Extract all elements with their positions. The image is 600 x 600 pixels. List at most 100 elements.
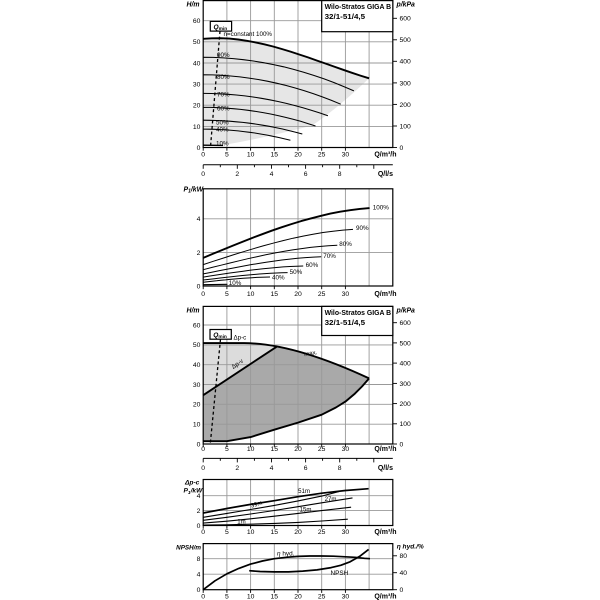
svg-text:30: 30 bbox=[342, 594, 350, 600]
svg-text:32/1-51/4,5: 32/1-51/4,5 bbox=[325, 318, 366, 327]
svg-text:Δp-c: Δp-c bbox=[184, 480, 200, 487]
svg-text:Δp-c: Δp-c bbox=[234, 335, 247, 342]
svg-text:0: 0 bbox=[400, 587, 404, 594]
svg-text:Wilo-Stratos GIGA B: Wilo-Stratos GIGA B bbox=[325, 2, 392, 11]
svg-text:p/kPa: p/kPa bbox=[396, 2, 416, 9]
svg-text:8: 8 bbox=[338, 465, 342, 472]
svg-text:0: 0 bbox=[197, 523, 201, 530]
svg-text:60%: 60% bbox=[306, 262, 319, 269]
svg-text:Q/l/s: Q/l/s bbox=[378, 171, 393, 178]
svg-text:40: 40 bbox=[193, 362, 201, 369]
svg-text:5: 5 bbox=[225, 291, 229, 298]
svg-text:500: 500 bbox=[400, 340, 412, 347]
svg-text:Q/m³/h: Q/m³/h bbox=[374, 152, 396, 159]
svg-text:32/1-51/4,5: 32/1-51/4,5 bbox=[325, 12, 366, 21]
svg-text:Wilo-Stratos GIGA B: Wilo-Stratos GIGA B bbox=[325, 308, 392, 317]
svg-text:10: 10 bbox=[193, 124, 201, 131]
svg-text:25: 25 bbox=[318, 594, 326, 600]
svg-text:90%: 90% bbox=[356, 225, 369, 232]
svg-text:5: 5 bbox=[225, 594, 229, 600]
svg-text:80: 80 bbox=[400, 553, 408, 560]
svg-text:10%: 10% bbox=[229, 280, 242, 287]
svg-text:2: 2 bbox=[197, 250, 201, 257]
svg-text:6: 6 bbox=[304, 465, 308, 472]
svg-text:51m: 51m bbox=[298, 488, 310, 495]
svg-text:10: 10 bbox=[247, 291, 255, 298]
svg-text:40: 40 bbox=[400, 570, 408, 577]
svg-text:η hyd.: η hyd. bbox=[277, 550, 295, 557]
svg-text:25: 25 bbox=[318, 446, 326, 453]
svg-text:15: 15 bbox=[271, 594, 279, 600]
svg-text:4: 4 bbox=[270, 171, 274, 178]
svg-text:20: 20 bbox=[294, 152, 302, 159]
svg-text:15: 15 bbox=[271, 529, 279, 536]
svg-text:6: 6 bbox=[304, 171, 308, 178]
svg-text:10: 10 bbox=[247, 594, 255, 600]
svg-text:40%: 40% bbox=[216, 127, 229, 134]
svg-text:80%: 80% bbox=[217, 74, 230, 81]
svg-text:50%: 50% bbox=[290, 269, 303, 276]
svg-text:0: 0 bbox=[201, 291, 205, 298]
svg-text:Qmin: Qmin bbox=[214, 24, 228, 32]
svg-text:H/m: H/m bbox=[187, 308, 200, 315]
svg-text:60: 60 bbox=[193, 322, 201, 329]
svg-text:2: 2 bbox=[235, 465, 239, 472]
svg-text:15: 15 bbox=[271, 152, 279, 159]
svg-text:0: 0 bbox=[197, 145, 201, 152]
svg-text:60: 60 bbox=[193, 18, 201, 25]
svg-text:0: 0 bbox=[201, 446, 205, 453]
svg-text:500: 500 bbox=[400, 37, 412, 44]
svg-text:100%: 100% bbox=[373, 204, 390, 211]
svg-text:20: 20 bbox=[294, 594, 302, 600]
svg-text:H/m: H/m bbox=[187, 2, 200, 9]
svg-text:4: 4 bbox=[197, 493, 201, 500]
svg-text:100: 100 bbox=[400, 123, 412, 130]
svg-text:30: 30 bbox=[193, 82, 201, 89]
svg-text:30: 30 bbox=[193, 382, 201, 389]
svg-text:0: 0 bbox=[201, 152, 205, 159]
svg-text:200: 200 bbox=[400, 102, 412, 109]
svg-text:60%: 60% bbox=[217, 105, 230, 112]
svg-text:Q/m³/h: Q/m³/h bbox=[374, 529, 396, 536]
svg-text:50: 50 bbox=[193, 39, 201, 46]
svg-text:10%: 10% bbox=[216, 141, 229, 148]
svg-text:n=constant 100%: n=constant 100% bbox=[224, 31, 273, 38]
svg-text:0: 0 bbox=[201, 171, 205, 178]
svg-text:max.: max. bbox=[304, 349, 319, 358]
svg-text:8: 8 bbox=[197, 556, 201, 563]
svg-text:0: 0 bbox=[197, 441, 201, 448]
svg-text:40: 40 bbox=[193, 60, 201, 67]
svg-text:400: 400 bbox=[400, 361, 412, 368]
svg-text:300: 300 bbox=[400, 381, 412, 388]
svg-text:10: 10 bbox=[247, 152, 255, 159]
svg-text:0: 0 bbox=[400, 145, 404, 152]
svg-text:Qmin: Qmin bbox=[213, 332, 227, 340]
svg-text:10: 10 bbox=[247, 529, 255, 536]
svg-text:4: 4 bbox=[270, 465, 274, 472]
svg-text:4: 4 bbox=[197, 216, 201, 223]
svg-text:20: 20 bbox=[193, 103, 201, 110]
svg-text:0: 0 bbox=[197, 587, 201, 594]
svg-text:25: 25 bbox=[318, 152, 326, 159]
svg-text:10: 10 bbox=[193, 422, 201, 429]
svg-text:NPSH: NPSH bbox=[331, 570, 349, 577]
svg-text:P1/kW: P1/kW bbox=[184, 488, 204, 496]
svg-text:90%: 90% bbox=[217, 52, 230, 59]
svg-text:600: 600 bbox=[400, 16, 412, 23]
svg-text:5: 5 bbox=[225, 152, 229, 159]
svg-text:200: 200 bbox=[400, 401, 412, 408]
svg-text:39m: 39m bbox=[250, 499, 263, 509]
svg-text:70%: 70% bbox=[323, 253, 336, 260]
svg-text:15: 15 bbox=[271, 446, 279, 453]
svg-text:400: 400 bbox=[400, 59, 412, 66]
svg-text:p/kPa: p/kPa bbox=[396, 308, 416, 315]
svg-text:2: 2 bbox=[197, 508, 201, 515]
svg-text:15m: 15m bbox=[300, 506, 312, 513]
svg-text:30: 30 bbox=[342, 291, 350, 298]
svg-text:8: 8 bbox=[338, 171, 342, 178]
svg-text:0: 0 bbox=[197, 283, 201, 290]
svg-text:2: 2 bbox=[235, 171, 239, 178]
svg-text:40%: 40% bbox=[272, 275, 285, 282]
svg-text:5: 5 bbox=[225, 446, 229, 453]
svg-text:30: 30 bbox=[342, 152, 350, 159]
